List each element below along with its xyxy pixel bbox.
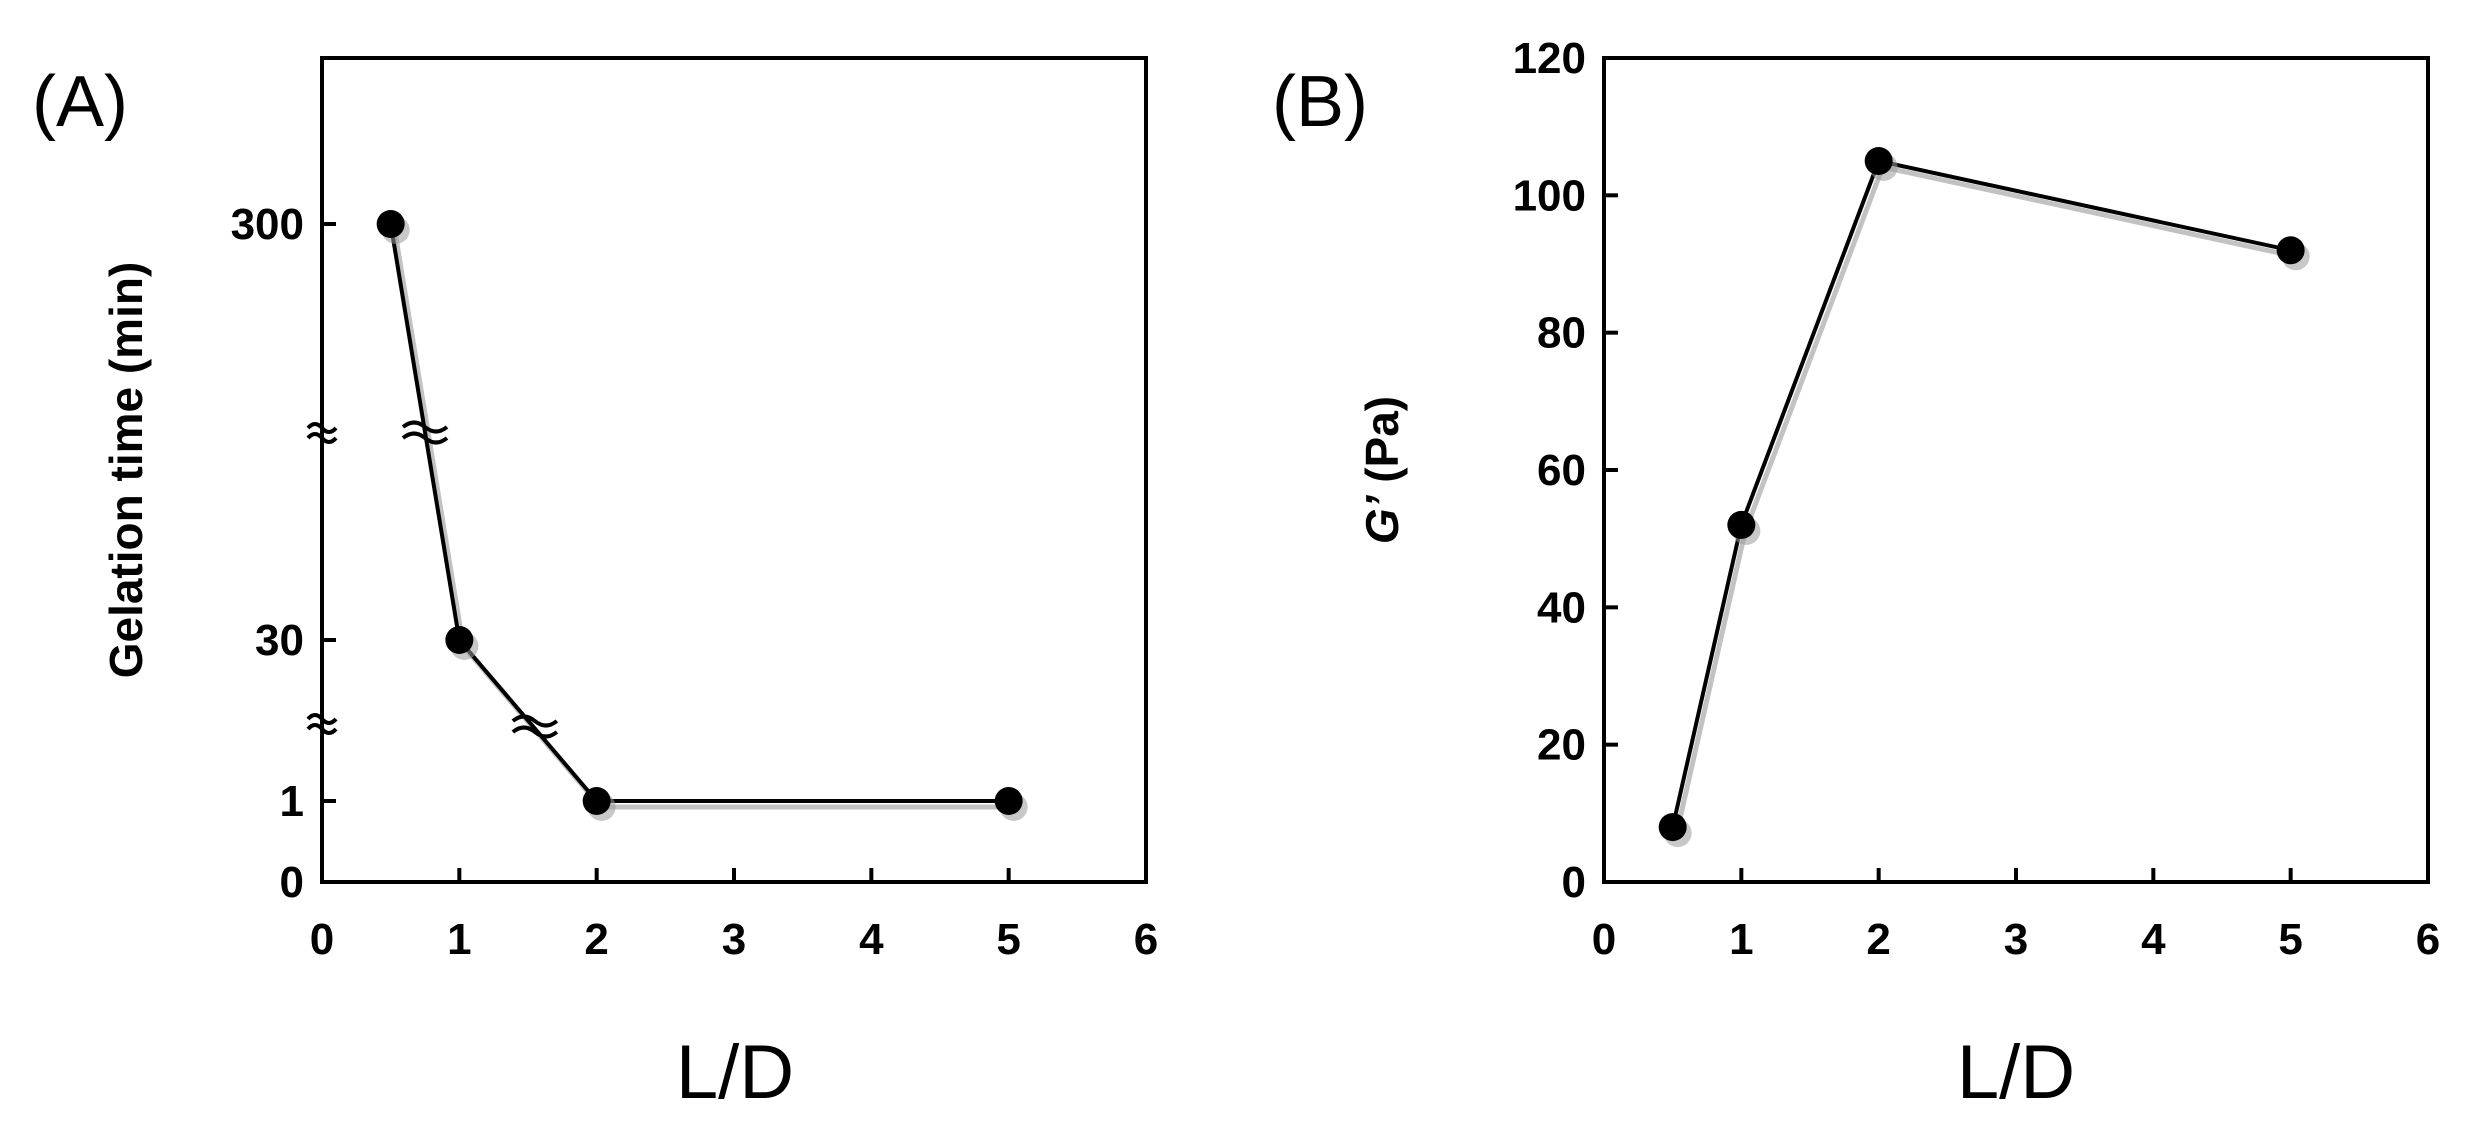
a-x-tick-label: 1 [447, 915, 471, 964]
panel-a-line-break [511, 714, 559, 739]
b-x-tick-label: 3 [2004, 915, 2028, 964]
a-data-point [376, 210, 405, 238]
a-y-tick-label: 30 [255, 616, 304, 665]
a-x-tick-label: 2 [584, 915, 608, 964]
a-x-tick-label: 3 [722, 915, 746, 964]
b-x-tick-label: 4 [2141, 915, 2166, 964]
b-x-tick-label: 5 [2278, 915, 2302, 964]
panel-a-plot-frame [320, 56, 1148, 884]
panel-a-y-axis-break [306, 713, 338, 735]
b-x-tick-label: 2 [1866, 915, 1890, 964]
panel-b-y-axis-label-unit: (Pa) [1356, 396, 1408, 496]
a-series-line-shadow [392, 229, 1013, 810]
a-x-tick-label: 5 [996, 915, 1020, 964]
a-data-point [582, 787, 611, 815]
panel-b-x-axis-label: L/D [1957, 1030, 2075, 1115]
panel-a-y-axis-break [306, 422, 338, 444]
panel-a-line-break [401, 420, 449, 445]
a-y-tick-label: 300 [231, 200, 304, 249]
b-data-point [1864, 147, 1893, 175]
b-x-tick-label: 0 [1592, 915, 1616, 964]
b-y-tick-label: 0 [1562, 858, 1586, 907]
panel-b-plot-frame [1602, 56, 2430, 884]
panel-a-x-axis-label: L/D [676, 1030, 794, 1115]
b-y-tick-label: 80 [1537, 309, 1586, 358]
b-data-point [1658, 813, 1687, 842]
b-y-tick-label: 120 [1513, 34, 1586, 83]
b-data-point [1727, 510, 1756, 539]
b-data-point [2276, 236, 2305, 265]
a-data-point [445, 626, 474, 654]
b-y-tick-label: 100 [1513, 171, 1586, 220]
panel-b-y-axis-label: G’ (Pa) [1356, 396, 1408, 544]
b-y-tick-label: 40 [1537, 583, 1586, 632]
panel-b-label: (B) [1272, 62, 1368, 142]
b-y-tick-label: 20 [1537, 721, 1586, 770]
panel-a-label: (A) [32, 62, 128, 142]
a-data-point [994, 787, 1023, 815]
panel-a: (A) Gelation time (min) L/D 0 1 2 3 4 5 6 0 1 30 3… [32, 56, 1158, 1115]
a-x-tick-label: 6 [1134, 915, 1158, 964]
a-x-tick-label: 0 [310, 915, 334, 964]
b-series-line-shadow [1674, 164, 2296, 834]
a-series-line [388, 223, 1009, 803]
a-x-tick-label: 4 [859, 915, 884, 964]
panel-a-y-axis-label: Gelation time (min) [100, 262, 152, 679]
b-x-tick-label: 6 [2416, 915, 2440, 964]
a-y-tick-label: 0 [280, 858, 304, 907]
b-series-line [1670, 158, 2292, 828]
panel-b-y-axis-label-symbol: G’ [1356, 494, 1408, 544]
a-y-tick-label: 1 [280, 777, 304, 826]
b-y-tick-label: 60 [1537, 446, 1586, 495]
b-x-tick-label: 1 [1729, 915, 1753, 964]
